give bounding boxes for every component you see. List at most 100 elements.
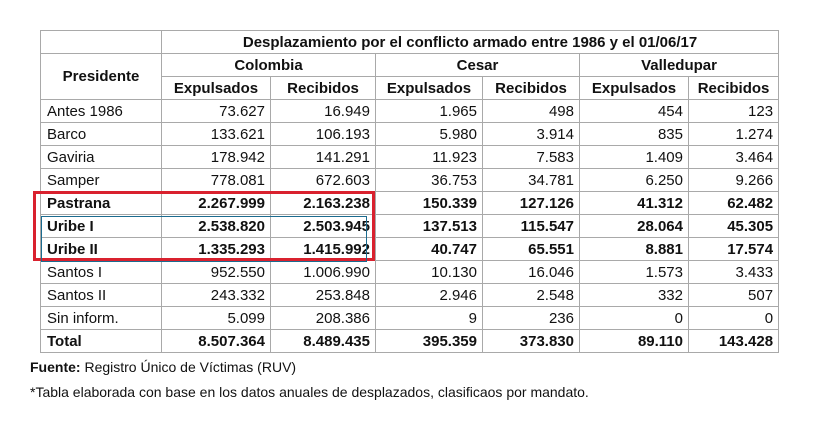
value-cell: 16.949 — [270, 99, 376, 123]
table-row: Sin inform. 5.099 208.386 9 236 0 0 — [40, 306, 780, 330]
value-cell: 2.503.945 — [270, 214, 376, 238]
president-name-cell: Uribe II — [40, 237, 162, 261]
value-cell: 123 — [687, 99, 780, 123]
table-corner — [40, 30, 162, 54]
region-header-valledupar: Valledupar — [578, 53, 780, 77]
value-cell: 11.923 — [375, 145, 483, 169]
value-cell: 8.489.435 — [270, 329, 376, 353]
value-cell: 2.538.820 — [161, 214, 271, 238]
president-name-cell: Pastrana — [40, 191, 162, 215]
value-cell: 36.753 — [375, 168, 483, 192]
value-cell: 10.130 — [375, 260, 483, 284]
value-cell: 150.339 — [375, 191, 483, 215]
source-line: Fuente: Registro Único de Víctimas (RUV) — [30, 359, 296, 375]
table-row: Samper 778.081 672.603 36.753 34.781 6.250 9.2… — [40, 168, 780, 192]
sub-header: Expulsados — [375, 76, 483, 100]
value-cell: 1.573 — [579, 260, 689, 284]
value-cell: 2.548 — [482, 283, 580, 307]
value-cell: 3.464 — [687, 145, 780, 169]
value-cell: 332 — [579, 283, 689, 307]
table-row: Santos I 952.550 1.006.990 10.130 16.046 1.57… — [40, 260, 780, 284]
value-cell: 8.507.364 — [161, 329, 271, 353]
value-cell: 137.513 — [375, 214, 483, 238]
value-cell: 45.305 — [687, 214, 780, 238]
value-cell: 40.747 — [375, 237, 483, 261]
table-row: Antes 1986 73.627 16.949 1.965 498 454 123 — [40, 99, 780, 123]
table-row: Total 8.507.364 8.489.435 395.359 373.830 89.… — [40, 329, 780, 353]
value-cell: 1.006.990 — [270, 260, 376, 284]
president-name-cell: Santos II — [40, 283, 162, 307]
value-cell: 89.110 — [579, 329, 689, 353]
value-cell: 17.574 — [687, 237, 780, 261]
value-cell: 208.386 — [270, 306, 376, 330]
value-cell: 1.415.992 — [270, 237, 376, 261]
source-label: Fuente: — [30, 359, 81, 375]
table-row: Santos II 243.332 253.848 2.946 2.548 332 507 — [40, 283, 780, 307]
value-cell: 106.193 — [270, 122, 376, 146]
value-cell: 236 — [482, 306, 580, 330]
sub-header: Expulsados — [161, 76, 271, 100]
value-cell: 454 — [579, 99, 689, 123]
value-cell: 672.603 — [270, 168, 376, 192]
president-header: Presidente — [40, 53, 162, 100]
value-cell: 2.163.238 — [270, 191, 376, 215]
value-cell: 141.291 — [270, 145, 376, 169]
value-cell: 16.046 — [482, 260, 580, 284]
value-cell: 373.830 — [482, 329, 580, 353]
table-note: *Tabla elaborada con base en los datos a… — [30, 384, 589, 400]
value-cell: 62.482 — [687, 191, 780, 215]
value-cell: 65.551 — [482, 237, 580, 261]
president-name-cell: Sin inform. — [40, 306, 162, 330]
value-cell: 778.081 — [161, 168, 271, 192]
value-cell: 178.942 — [161, 145, 271, 169]
value-cell: 7.583 — [482, 145, 580, 169]
value-cell: 9 — [375, 306, 483, 330]
region-header-colombia: Colombia — [161, 53, 376, 77]
value-cell: 3.433 — [687, 260, 780, 284]
value-cell: 3.914 — [482, 122, 580, 146]
value-cell: 395.359 — [375, 329, 483, 353]
president-name-cell: Total — [40, 329, 162, 353]
value-cell: 498 — [482, 99, 580, 123]
table-row: Gaviria 178.942 141.291 11.923 7.583 1.409 3.4… — [40, 145, 780, 169]
sub-header: Recibidos — [687, 76, 780, 100]
president-name-cell: Uribe I — [40, 214, 162, 238]
value-cell: 127.126 — [482, 191, 580, 215]
value-cell: 835 — [579, 122, 689, 146]
table-row: Uribe II 1.335.293 1.415.992 40.747 65.551 8.… — [40, 237, 780, 261]
region-header-cesar: Cesar — [375, 53, 580, 77]
president-name-cell: Gaviria — [40, 145, 162, 169]
value-cell: 243.332 — [161, 283, 271, 307]
value-cell: 143.428 — [687, 329, 780, 353]
president-name-cell: Antes 1986 — [40, 99, 162, 123]
value-cell: 253.848 — [270, 283, 376, 307]
value-cell: 1.335.293 — [161, 237, 271, 261]
value-cell: 34.781 — [482, 168, 580, 192]
value-cell: 8.881 — [579, 237, 689, 261]
table-row: Pastrana 2.267.999 2.163.238 150.339 127.126… — [40, 191, 780, 215]
value-cell: 6.250 — [579, 168, 689, 192]
value-cell: 73.627 — [161, 99, 271, 123]
value-cell: 2.267.999 — [161, 191, 271, 215]
value-cell: 1.965 — [375, 99, 483, 123]
table-title: Desplazamiento por el conflicto armado e… — [160, 30, 780, 54]
sub-header: Recibidos — [482, 76, 580, 100]
table-row: Barco 133.621 106.193 5.980 3.914 835 1.274 — [40, 122, 780, 146]
president-name-cell: Samper — [40, 168, 162, 192]
president-name-cell: Santos I — [40, 260, 162, 284]
value-cell: 952.550 — [161, 260, 271, 284]
value-cell: 41.312 — [579, 191, 689, 215]
table-body: Antes 1986 73.627 16.949 1.965 498 454 123 Barc… — [40, 99, 780, 353]
value-cell: 1.409 — [579, 145, 689, 169]
value-cell: 2.946 — [375, 283, 483, 307]
value-cell: 0 — [687, 306, 780, 330]
value-cell: 133.621 — [161, 122, 271, 146]
value-cell: 5.099 — [161, 306, 271, 330]
president-name-cell: Barco — [40, 122, 162, 146]
value-cell: 9.266 — [687, 168, 780, 192]
value-cell: 5.980 — [375, 122, 483, 146]
table-row: Uribe I 2.538.820 2.503.945 137.513 115.547 2… — [40, 214, 780, 238]
value-cell: 28.064 — [579, 214, 689, 238]
value-cell: 1.274 — [687, 122, 780, 146]
value-cell: 115.547 — [482, 214, 580, 238]
